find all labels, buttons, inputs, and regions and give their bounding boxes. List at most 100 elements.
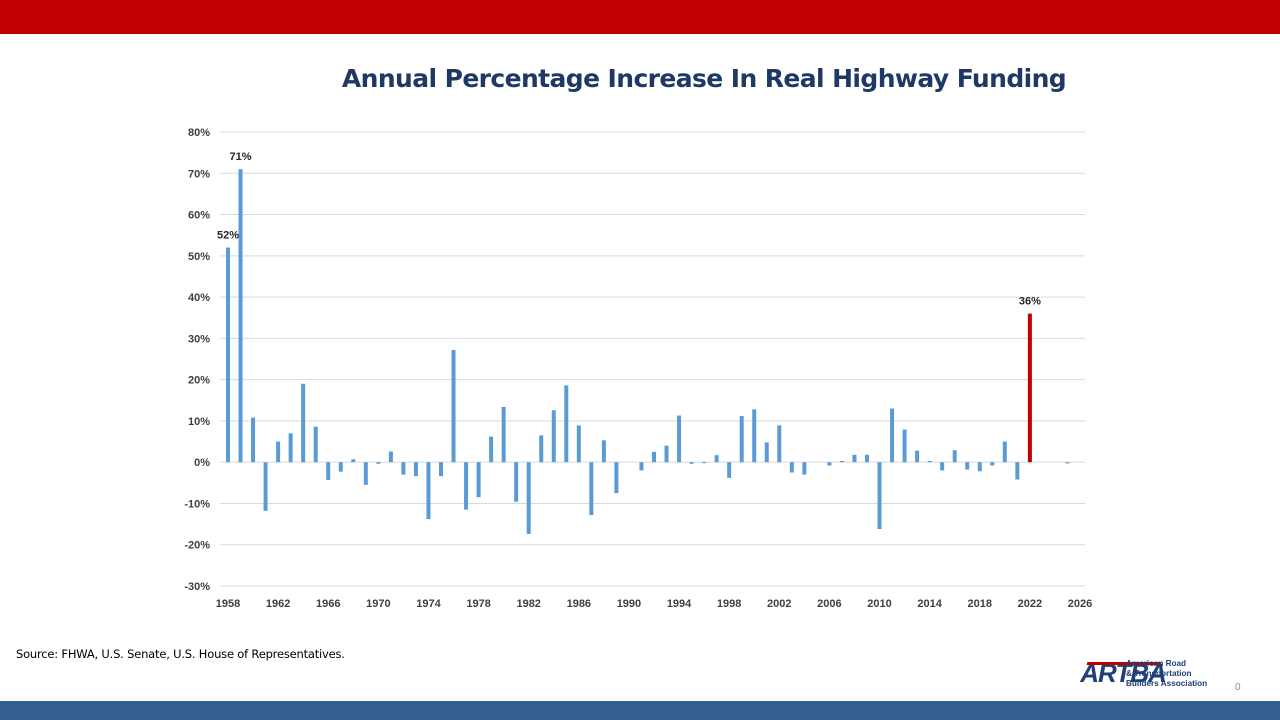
- logo-line: Builders Association: [1126, 679, 1208, 688]
- bar: [827, 462, 832, 466]
- bar: [739, 415, 744, 463]
- bar: [363, 462, 368, 485]
- x-tick-label: 2018: [968, 598, 992, 610]
- logo-line: & Transportation: [1126, 669, 1192, 678]
- bar: [977, 462, 982, 472]
- x-tick-label: 1994: [667, 598, 692, 610]
- bar: [689, 462, 694, 464]
- bar: [664, 445, 669, 463]
- bar: [401, 462, 406, 475]
- bar: [1002, 441, 1007, 463]
- y-tick-label: 50%: [188, 251, 210, 263]
- bar: [564, 385, 569, 463]
- x-tick-label: 2010: [867, 598, 891, 610]
- x-tick-label: 2014: [917, 598, 942, 610]
- bar: [777, 425, 782, 463]
- logo-line: American Road: [1126, 659, 1187, 668]
- bar: [551, 410, 556, 463]
- y-tick-label: 40%: [188, 292, 210, 304]
- bar: [388, 451, 393, 463]
- bar: [489, 436, 494, 463]
- bar: [714, 455, 719, 463]
- x-tick-label: 1998: [717, 598, 741, 610]
- bar: [589, 462, 594, 516]
- x-tick-label: 1962: [266, 598, 290, 610]
- slide-title: Annual Percentage Increase In Real Highw…: [341, 64, 1067, 93]
- bar: [326, 462, 331, 480]
- bar: [952, 450, 957, 463]
- bar: [451, 349, 456, 463]
- x-tick-label: 2026: [1068, 598, 1092, 610]
- x-tick-label: 2022: [1018, 598, 1042, 610]
- artba-logo-icon: ARTBA: [1079, 658, 1167, 688]
- x-tick-label: 2002: [767, 598, 791, 610]
- y-tick-label: 80%: [188, 127, 210, 139]
- page-number: 0: [1235, 682, 1241, 693]
- bar: [301, 383, 306, 463]
- bar: [413, 462, 418, 477]
- y-tick-label: 60%: [188, 210, 210, 222]
- bar: [639, 462, 644, 471]
- bar: [263, 462, 268, 511]
- bar: [789, 462, 794, 473]
- bar: [990, 462, 995, 466]
- bottom-banner: [0, 701, 1280, 720]
- bar: [601, 440, 606, 463]
- bar: [464, 462, 469, 510]
- bar: [1015, 462, 1020, 480]
- bar: [539, 435, 544, 463]
- bar: [313, 426, 318, 463]
- bar: [764, 442, 769, 463]
- x-tick-label: 2006: [817, 598, 841, 610]
- bar: [276, 441, 281, 463]
- bar: [802, 462, 807, 475]
- data-label: 71%: [230, 151, 252, 163]
- bar: [576, 425, 581, 463]
- top-banner: [0, 0, 1280, 34]
- y-tick-label: -30%: [184, 581, 210, 593]
- bar: [852, 454, 857, 463]
- y-tick-label: -10%: [184, 498, 210, 510]
- source-note: Source: FHWA, U.S. Senate, U.S. House of…: [16, 647, 345, 661]
- bar: [1065, 462, 1070, 464]
- bar: [915, 450, 920, 463]
- logo-text: American Road & Transportation Builders …: [1126, 659, 1207, 689]
- bar: [677, 415, 682, 463]
- bar: [426, 462, 431, 520]
- data-label: 36%: [1019, 296, 1041, 308]
- y-tick-label: 30%: [188, 333, 210, 345]
- y-tick-label: 70%: [188, 168, 210, 180]
- bar: [338, 462, 343, 472]
- x-tick-label: 1966: [316, 598, 340, 610]
- bar: [226, 247, 230, 463]
- x-tick-label: 1970: [366, 598, 390, 610]
- bar: [288, 433, 293, 463]
- bar: [501, 406, 506, 463]
- bar: [965, 462, 970, 470]
- data-label: 52%: [217, 230, 239, 242]
- y-tick-label: -20%: [184, 540, 210, 552]
- bar: [839, 460, 844, 463]
- bar: [940, 462, 945, 471]
- bar: [865, 454, 869, 463]
- bar: [439, 462, 443, 477]
- bar: [752, 409, 757, 463]
- x-tick-label: 1986: [567, 598, 591, 610]
- bar-highlight: [1027, 313, 1032, 463]
- bar: [877, 462, 882, 530]
- bar: [376, 462, 381, 464]
- y-tick-label: 10%: [188, 416, 210, 428]
- bar: [476, 462, 481, 498]
- bar: [351, 459, 356, 463]
- x-tick-label: 1978: [466, 598, 490, 610]
- x-tick-label: 1958: [216, 598, 240, 610]
- bar: [902, 429, 907, 463]
- x-tick-label: 1982: [516, 598, 540, 610]
- bar: [514, 462, 519, 502]
- bar: [238, 169, 243, 463]
- bar: [727, 462, 732, 478]
- x-tick-label: 1974: [416, 598, 441, 610]
- bar: [251, 417, 256, 463]
- bar: [927, 460, 932, 463]
- y-tick-label: 20%: [188, 375, 210, 387]
